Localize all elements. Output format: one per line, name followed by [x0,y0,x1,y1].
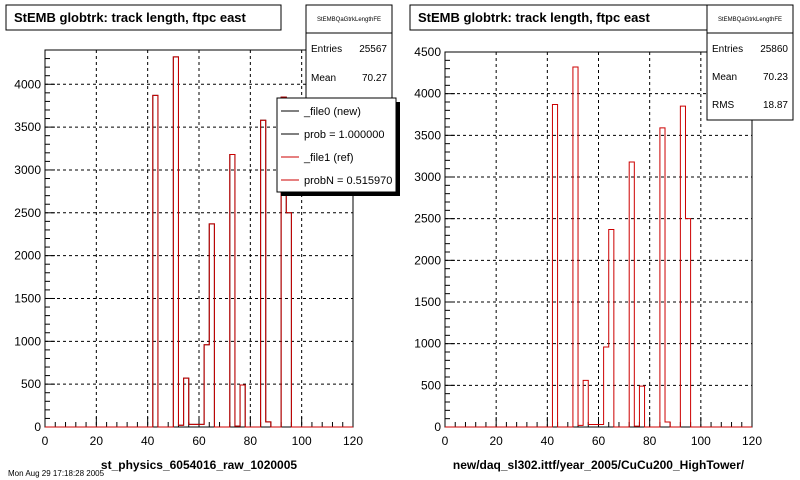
stats-label-mean: Mean [311,73,336,84]
x-tick-label: 20 [90,434,104,448]
y-tick-label: 1500 [414,295,441,309]
stats-box: StEMBQaGtrkLengthFE Entries 25860 Mean 70.23… [706,4,794,121]
x-tick-label: 100 [292,434,312,448]
y-tick-label: 3000 [414,170,441,184]
y-tick-label: 4000 [14,77,41,91]
x-axis-label: new/daq_sl302.ittf/year_2005/CuCu200_Hig… [453,458,745,472]
stats-name: StEMBQaGtrkLengthFE [317,17,381,23]
x-tick-label: 80 [244,434,258,448]
y-tick-label: 0 [34,420,41,434]
x-axis-label: st_physics_6054016_raw_1020005 [101,458,297,472]
x-tick-label: 100 [691,434,711,448]
y-tick-label: 2500 [414,212,441,226]
stats-value-mean: 70.27 [362,73,387,84]
y-tick-label: 3500 [414,128,441,142]
y-tick-label: 4500 [414,45,441,59]
legend-frame [276,97,397,193]
x-tick-label: 40 [141,434,155,448]
title-box [5,4,282,31]
legend-box: _file0 (new) prob = 1.000000 _file1 (ref) p… [276,97,400,196]
y-tick-label: 4000 [414,87,441,101]
stats-label-rms: RMS [712,100,735,111]
y-tick-label: 2000 [14,249,41,263]
footer-timestamp: Mon Aug 29 17:18:28 2005 [8,469,105,478]
y-tick-label: 0 [434,420,441,434]
stats-value-rms: 18.87 [763,100,788,111]
chart-title: StEMB globtrk: track length, ftpc east [418,10,651,25]
chart-title: StEMB globtrk: track length, ftpc east [14,10,247,25]
stats-label-entries: Entries [311,44,342,55]
x-tick-label: 20 [489,434,503,448]
stats-label-mean: Mean [712,72,737,83]
y-tick-label: 2000 [414,253,441,267]
y-tick-label: 1000 [414,337,441,351]
histogram-series-0 [445,66,752,428]
legend-entries: _file0 (new) prob = 1.000000 _file1 (ref) p… [281,106,392,187]
y-tick-label: 1000 [14,334,41,348]
x-tick-label: 60 [192,434,206,448]
stats-value-mean: 70.23 [763,72,788,83]
legend-entry-2: _file1 (ref) [303,152,354,164]
y-tick-label: 500 [21,377,41,391]
y-tick-label: 3000 [14,163,41,177]
x-tick-label: 40 [541,434,555,448]
x-tick-label: 120 [343,434,363,448]
title-box [409,4,708,31]
left-histogram-panel: 0 20 40 60 80 100 120 0 500 1000 1500 2000 2500 3000 3… [5,4,400,472]
x-tick-label: 0 [442,434,449,448]
legend-entry-3: probN = 0.515970 [304,175,392,187]
y-tick-label: 2500 [14,206,41,220]
x-tick-label: 80 [643,434,657,448]
stats-name: StEMBQaGtrkLengthFE [718,17,782,23]
stats-box-frame [706,4,794,121]
stats-label-entries: Entries [712,44,743,55]
y-tick-label: 1500 [14,291,41,305]
stats-value-entries: 25567 [359,44,387,55]
histogram-series-1 [45,56,353,428]
x-tick-label: 60 [592,434,606,448]
y-tick-label: 3500 [14,120,41,134]
x-tick-label: 120 [742,434,762,448]
stats-value-entries: 25860 [760,44,788,55]
legend-entry-0: _file0 (new) [303,106,361,118]
x-tick-label: 0 [42,434,49,448]
y-tick-label: 500 [421,378,441,392]
right-histogram-panel: 0 20 40 60 80 100 120 0 500 1000 1500 2000 2500 3000 3… [409,4,794,472]
legend-entry-1: prob = 1.000000 [304,129,384,141]
